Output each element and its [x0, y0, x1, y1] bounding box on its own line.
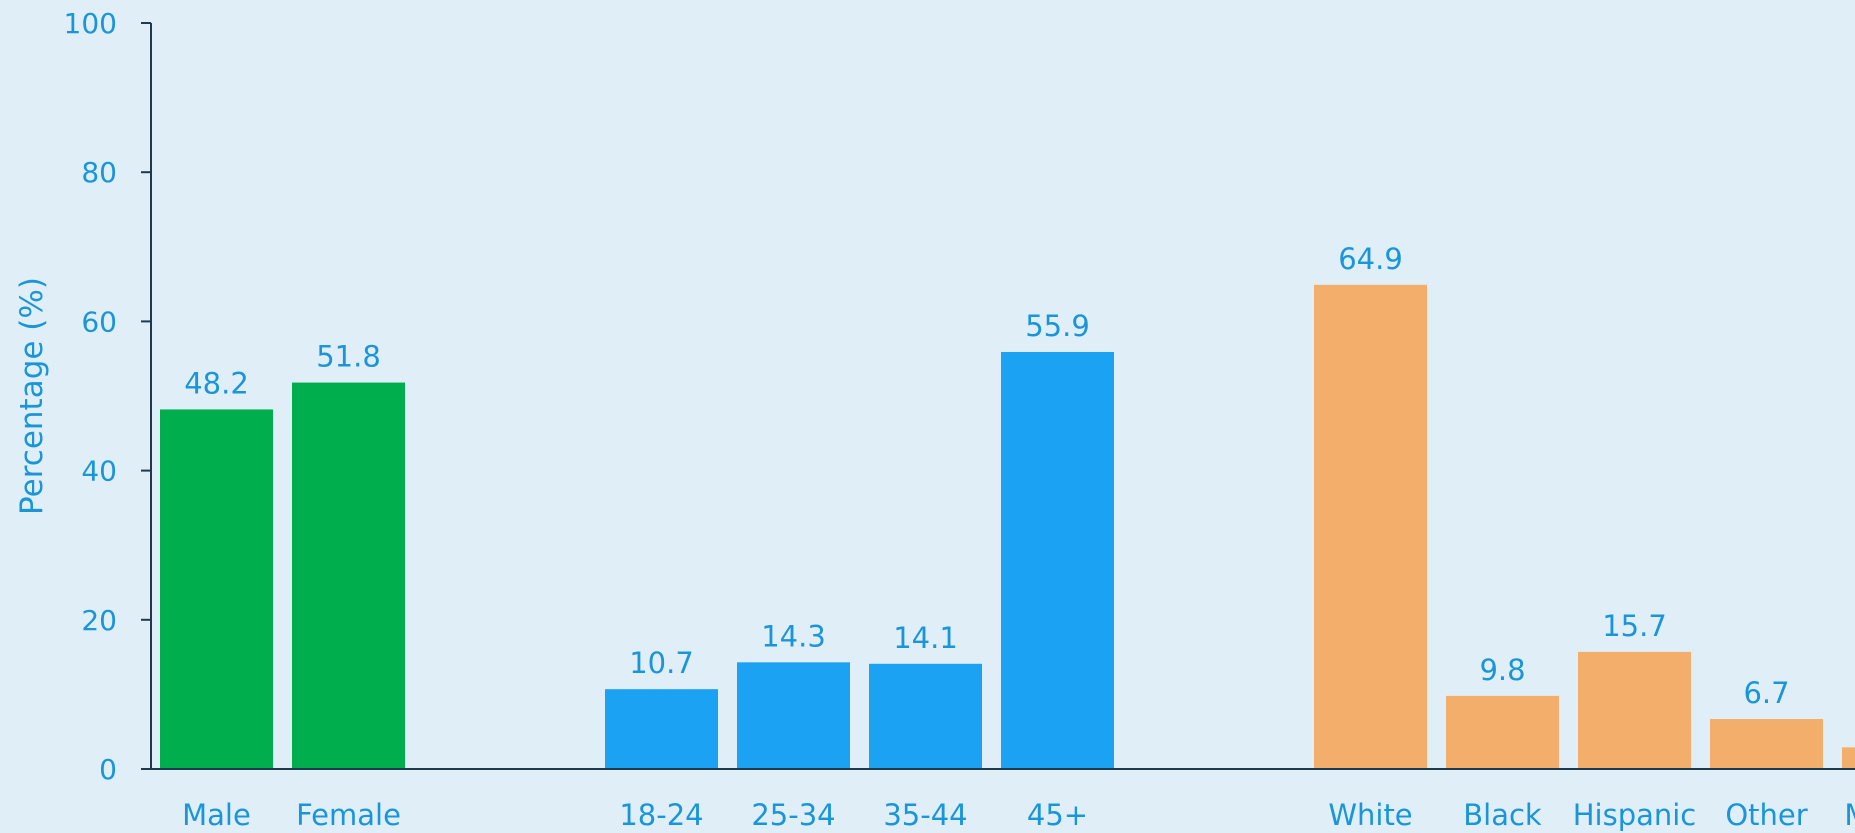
bar-male [160, 409, 273, 769]
value-label-35-44: 14.1 [893, 621, 958, 655]
y-tick-label: 0 [99, 753, 117, 786]
bar-missing [1842, 747, 1855, 769]
category-label-35-44: 35-44 [883, 798, 967, 832]
y-tick-label: 60 [81, 305, 117, 338]
value-label-male: 48.2 [184, 366, 249, 400]
bar-female [292, 382, 405, 769]
bars [160, 284, 1855, 769]
value-label-white: 64.9 [1338, 242, 1403, 276]
value-label-other: 6.7 [1743, 676, 1789, 710]
value-label-25-34: 14.3 [761, 619, 826, 653]
y-tick-label: 80 [81, 156, 117, 189]
y-tick-label: 40 [81, 455, 117, 488]
category-label-white: White [1328, 798, 1412, 832]
bar-35-44 [869, 663, 982, 769]
value-label-black: 9.8 [1479, 653, 1525, 687]
value-label-18-24: 10.7 [629, 646, 694, 680]
value-labels: 48.251.810.714.314.155.964.99.815.76.72.… [184, 242, 1789, 710]
value-label-female: 51.8 [316, 340, 381, 374]
y-tick-label: 20 [81, 604, 117, 637]
y-axis-ticks: 0 20 40 60 80 100 [64, 7, 151, 786]
bar-other [1710, 719, 1823, 769]
category-label-45+: 45+ [1027, 798, 1088, 832]
category-label-missing: Missing [1844, 798, 1855, 832]
category-label-male: Male [182, 798, 251, 832]
y-axis-title: Percentage (%) [14, 277, 50, 515]
bar-hispanic [1578, 651, 1691, 769]
value-label-45+: 55.9 [1025, 309, 1090, 343]
value-label-hispanic: 15.7 [1602, 609, 1667, 643]
bar-45+ [1001, 351, 1114, 769]
bar-black [1446, 695, 1559, 769]
bar-18-24 [605, 689, 718, 769]
bar-white [1314, 284, 1427, 769]
category-label-other: Other [1725, 798, 1807, 832]
category-labels: Male Female 18-24 25-34 35-44 45+ White Black Hi… [182, 798, 1855, 832]
category-label-black: Black [1463, 798, 1542, 832]
category-label-25-34: 25-34 [751, 798, 835, 832]
y-tick-label: 100 [64, 7, 117, 40]
category-label-female: Female [296, 798, 401, 832]
category-label-18-24: 18-24 [619, 798, 703, 832]
bar-25-34 [737, 662, 850, 769]
category-label-hispanic: Hispanic [1573, 798, 1697, 832]
